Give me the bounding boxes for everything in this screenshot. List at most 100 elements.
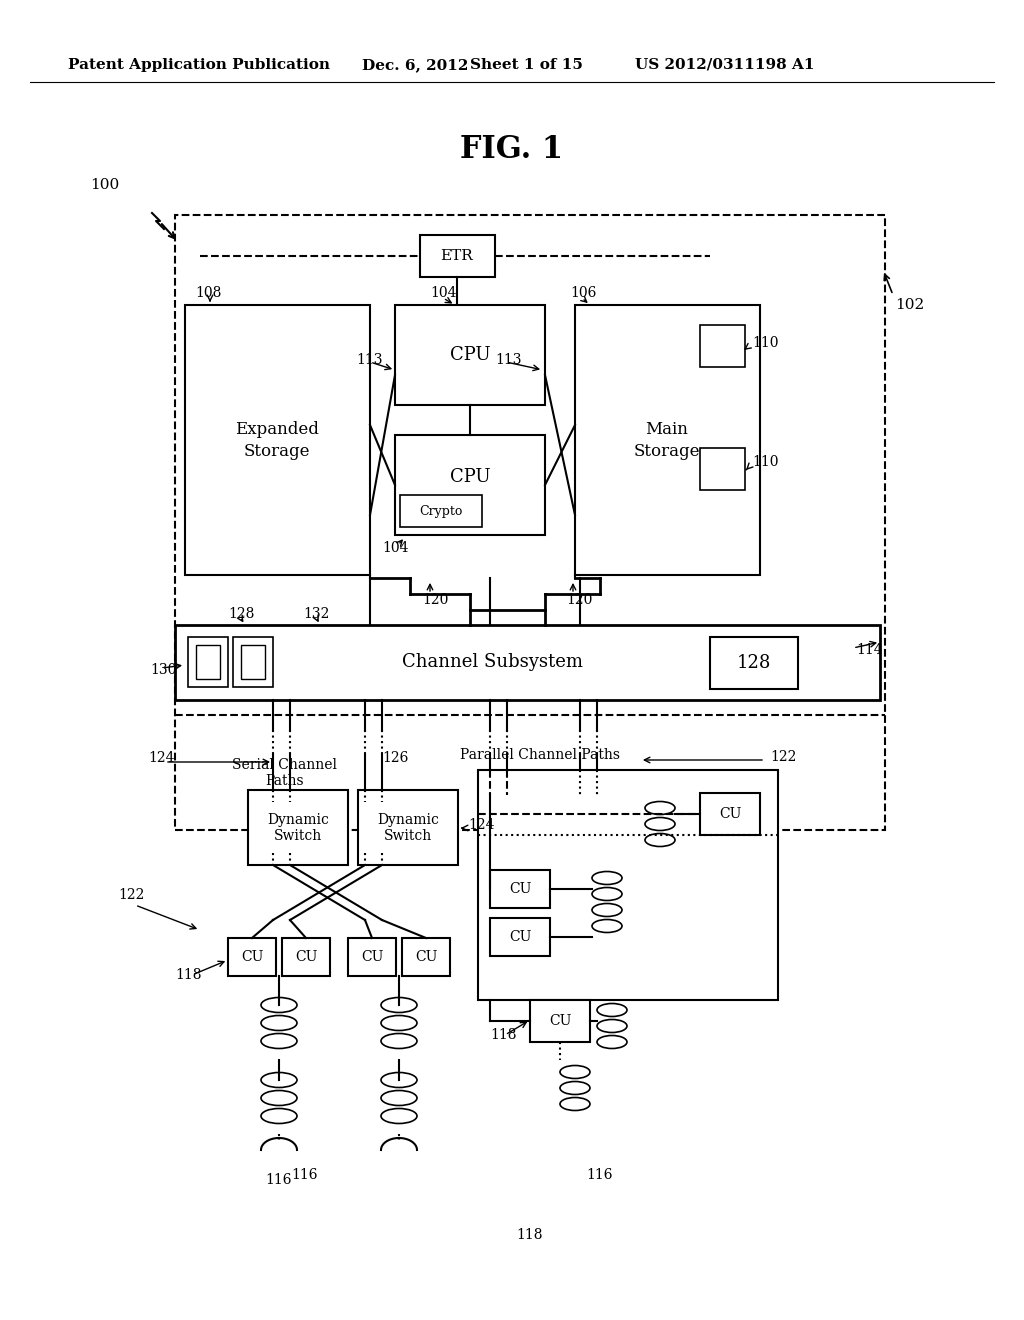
Bar	[248, 789, 348, 865]
Text: Sheet 1 of 15: Sheet 1 of 15	[470, 58, 583, 73]
Bar	[348, 939, 396, 975]
Text: Switch: Switch	[384, 829, 432, 843]
Ellipse shape	[381, 1015, 417, 1031]
Bar	[478, 770, 778, 1001]
Bar	[490, 917, 550, 956]
Text: 106: 106	[570, 286, 596, 300]
Bar	[395, 436, 545, 535]
Bar	[175, 215, 885, 830]
Ellipse shape	[261, 1109, 297, 1123]
Ellipse shape	[592, 887, 622, 900]
Bar	[420, 235, 495, 277]
Text: Storage: Storage	[634, 444, 700, 461]
Bar	[358, 789, 458, 865]
Ellipse shape	[261, 1034, 297, 1048]
Ellipse shape	[592, 903, 622, 916]
Bar	[402, 939, 450, 975]
Text: 130: 130	[150, 663, 176, 677]
Text: 132: 132	[303, 607, 330, 620]
Text: 126: 126	[382, 751, 409, 766]
Text: 110: 110	[752, 337, 778, 350]
Ellipse shape	[560, 1065, 590, 1078]
Text: 116: 116	[292, 1168, 318, 1181]
Bar	[490, 870, 550, 908]
Text: Dec. 6, 2012: Dec. 6, 2012	[362, 58, 468, 73]
Text: 100: 100	[90, 178, 119, 191]
Text: Crypto: Crypto	[419, 504, 463, 517]
Text: 110: 110	[752, 455, 778, 469]
Bar	[700, 325, 745, 367]
Text: Channel Subsystem: Channel Subsystem	[401, 653, 583, 671]
Text: Main: Main	[645, 421, 688, 438]
Bar	[700, 793, 760, 836]
Text: Parallel Channel Paths: Parallel Channel Paths	[460, 748, 620, 762]
Text: ETR: ETR	[440, 249, 473, 263]
Ellipse shape	[381, 1034, 417, 1048]
Bar	[700, 447, 745, 490]
Text: 116: 116	[587, 1168, 613, 1181]
Text: FIG. 1: FIG. 1	[461, 135, 563, 165]
Text: 118: 118	[517, 1228, 544, 1242]
Bar	[175, 624, 880, 700]
Bar	[282, 939, 330, 975]
Ellipse shape	[592, 871, 622, 884]
Text: CU: CU	[241, 950, 263, 964]
Text: 128: 128	[228, 607, 254, 620]
Text: CU: CU	[509, 882, 531, 896]
Text: Dynamic: Dynamic	[267, 813, 329, 828]
Text: 122: 122	[118, 888, 144, 902]
Text: 108: 108	[195, 286, 221, 300]
Text: Storage: Storage	[244, 444, 310, 461]
Text: 113: 113	[495, 352, 521, 367]
Ellipse shape	[381, 1109, 417, 1123]
Text: Expanded: Expanded	[236, 421, 318, 438]
Text: 124: 124	[148, 751, 174, 766]
Text: 124: 124	[468, 818, 495, 832]
Text: CPU: CPU	[450, 346, 490, 364]
Ellipse shape	[645, 817, 675, 830]
Text: CU: CU	[549, 1014, 571, 1028]
Ellipse shape	[597, 1019, 627, 1032]
Text: CU: CU	[719, 807, 741, 821]
Ellipse shape	[645, 801, 675, 814]
Text: CU: CU	[415, 950, 437, 964]
Text: CU: CU	[509, 931, 531, 944]
Text: Serial Channel
Paths: Serial Channel Paths	[232, 758, 338, 788]
Bar	[710, 638, 798, 689]
Text: 116: 116	[266, 1173, 292, 1187]
Bar	[575, 305, 760, 576]
Text: 128: 128	[737, 653, 771, 672]
Text: Patent Application Publication: Patent Application Publication	[68, 58, 330, 73]
Text: 113: 113	[356, 352, 383, 367]
Ellipse shape	[592, 920, 622, 932]
Ellipse shape	[597, 1003, 627, 1016]
Ellipse shape	[597, 1035, 627, 1048]
Bar	[241, 645, 265, 678]
Text: 104: 104	[382, 541, 409, 554]
Text: 122: 122	[770, 750, 797, 764]
Text: 114: 114	[856, 643, 883, 657]
Text: 120: 120	[422, 593, 449, 607]
Text: CU: CU	[295, 950, 317, 964]
Ellipse shape	[261, 1072, 297, 1088]
Ellipse shape	[261, 1015, 297, 1031]
Text: US 2012/0311198 A1: US 2012/0311198 A1	[635, 58, 814, 73]
Ellipse shape	[381, 1072, 417, 1088]
Text: 118: 118	[490, 1028, 516, 1041]
Text: 120: 120	[566, 593, 592, 607]
Bar	[196, 645, 220, 678]
Bar	[233, 638, 273, 686]
Text: 102: 102	[895, 298, 925, 312]
Text: 104: 104	[430, 286, 457, 300]
Ellipse shape	[261, 998, 297, 1012]
Ellipse shape	[381, 998, 417, 1012]
Bar	[185, 305, 370, 576]
Bar	[228, 939, 276, 975]
Text: CPU: CPU	[450, 469, 490, 486]
Text: Dynamic: Dynamic	[377, 813, 439, 828]
Bar	[400, 495, 482, 527]
Text: CU: CU	[360, 950, 383, 964]
Bar	[188, 638, 228, 686]
Ellipse shape	[261, 1090, 297, 1106]
Text: 118: 118	[175, 968, 202, 982]
